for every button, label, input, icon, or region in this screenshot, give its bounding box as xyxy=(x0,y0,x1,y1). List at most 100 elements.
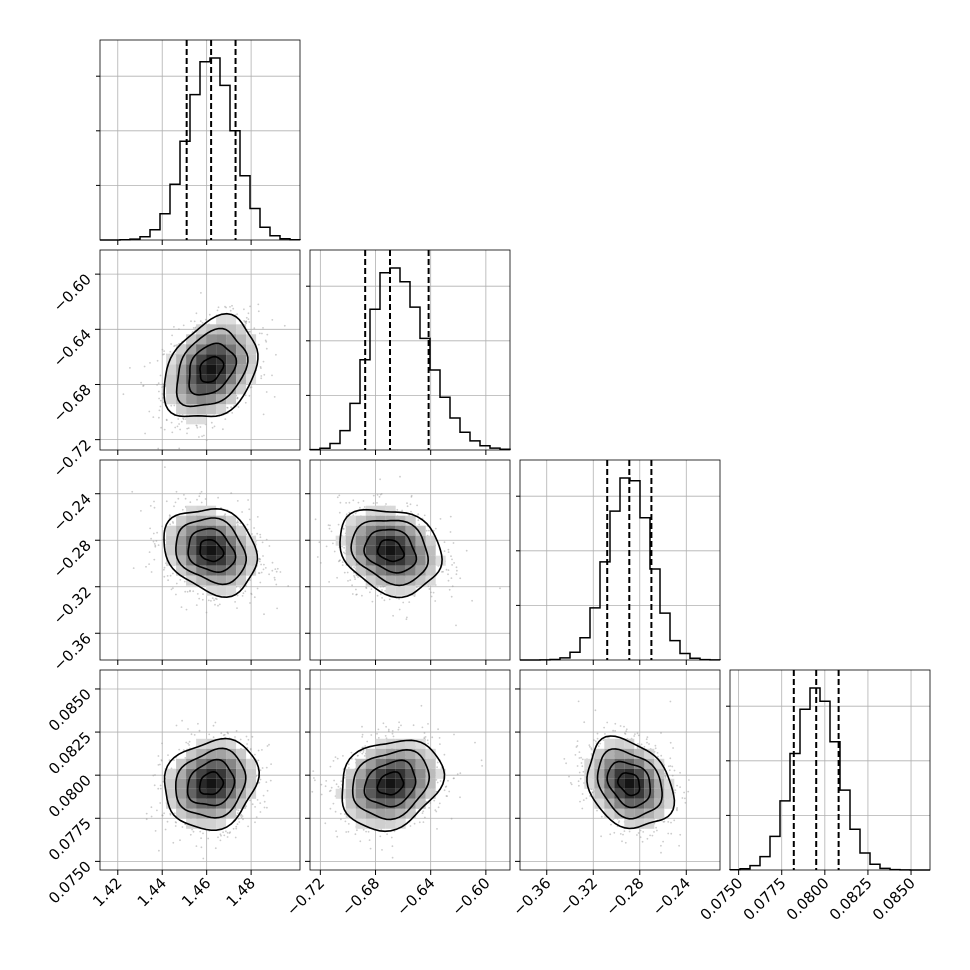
scatter-point xyxy=(223,834,226,837)
scatter-point xyxy=(265,538,268,541)
scatter-point xyxy=(207,599,210,602)
scatter-point xyxy=(196,593,199,595)
scatter-point xyxy=(592,791,594,794)
scatter-point xyxy=(224,418,227,420)
scatter-point xyxy=(178,328,180,330)
scatter-point xyxy=(236,521,238,524)
scatter-point xyxy=(416,504,418,507)
scatter-point xyxy=(336,757,339,760)
density-cell xyxy=(186,414,197,425)
density-cell xyxy=(206,525,217,536)
scatter-point xyxy=(427,742,429,745)
scatter-point xyxy=(158,397,161,400)
density-cell xyxy=(345,525,356,536)
scatter-point xyxy=(453,777,455,780)
y-tick-label-2-2: −0.28 xyxy=(50,536,95,581)
density-cell xyxy=(405,808,416,819)
x-tick-label-3-4: 0.0850 xyxy=(869,874,919,924)
scatter-point xyxy=(187,742,190,745)
scatter-point xyxy=(597,745,600,748)
scatter-point xyxy=(320,793,323,796)
scatter-point xyxy=(444,786,447,788)
scatter-point xyxy=(667,832,670,835)
scatter-point xyxy=(624,732,626,735)
contour-3 xyxy=(339,508,443,599)
scatter-point xyxy=(222,831,225,834)
density-cell xyxy=(365,545,376,556)
scatter-point xyxy=(159,784,162,787)
scatter-point xyxy=(379,585,382,588)
scatter-point xyxy=(372,494,375,497)
scatter-point xyxy=(244,590,247,593)
scatter-point xyxy=(258,572,261,575)
scatter-point xyxy=(193,734,196,736)
scatter-point xyxy=(185,741,188,744)
density-cell xyxy=(196,404,207,415)
density-cell xyxy=(415,768,426,779)
density-cell xyxy=(634,808,645,819)
scatter-point xyxy=(266,806,268,809)
panel-frame xyxy=(519,669,721,871)
scatter-point xyxy=(581,807,584,810)
density-cell xyxy=(196,748,207,759)
scatter-point xyxy=(445,568,448,571)
density-cell xyxy=(604,808,615,819)
density-cell xyxy=(365,818,376,829)
scatter-point xyxy=(639,829,642,832)
density-cell xyxy=(345,535,356,546)
density-cell xyxy=(226,535,237,546)
density-cell xyxy=(345,768,356,779)
density-cell xyxy=(405,778,416,789)
scatter-point xyxy=(574,754,577,756)
scatter-point xyxy=(214,721,217,724)
scatter-point xyxy=(645,738,648,741)
density-cell xyxy=(216,314,227,325)
scatter-point xyxy=(257,759,260,762)
y-tick-label-1-0: −0.72 xyxy=(50,436,95,481)
scatter-point xyxy=(443,541,446,543)
hist-step-0 xyxy=(100,57,301,241)
scatter-point xyxy=(681,797,684,799)
density-cell xyxy=(614,798,625,809)
scatter-point xyxy=(668,769,671,772)
scatter-point xyxy=(347,763,350,766)
density-cell xyxy=(216,788,227,799)
density-cell xyxy=(395,748,406,759)
density-cell xyxy=(355,555,366,566)
scatter-point xyxy=(271,561,274,564)
scatter-point xyxy=(578,784,580,787)
density-cell xyxy=(206,768,217,779)
scatter-point xyxy=(333,779,335,782)
scatter-point xyxy=(670,832,673,835)
scatter-point xyxy=(664,772,666,775)
density-cell xyxy=(226,738,237,749)
scatter-point xyxy=(254,753,256,756)
scatter-point xyxy=(434,527,437,530)
scatter-point xyxy=(149,362,151,364)
density-cell xyxy=(654,768,665,779)
density-cell xyxy=(236,555,247,566)
scatter-point xyxy=(361,725,363,728)
scatter-point xyxy=(452,542,455,544)
density-cell xyxy=(415,545,426,556)
scatter-point xyxy=(263,563,265,566)
panel-frame xyxy=(99,249,301,451)
density-cell xyxy=(435,768,446,779)
scatter-point xyxy=(448,790,451,793)
scatter-point xyxy=(249,602,251,604)
density-cell xyxy=(405,738,416,749)
scatter-point xyxy=(259,811,262,813)
scatter-point xyxy=(405,618,408,621)
scatter-point xyxy=(448,588,451,591)
density-cell xyxy=(375,808,386,819)
scatter-point xyxy=(388,598,391,601)
scatter-point xyxy=(161,386,164,389)
scatter-point xyxy=(178,748,181,751)
density-cell xyxy=(365,748,376,759)
density-cell xyxy=(226,585,237,596)
scatter-point xyxy=(250,747,252,750)
scatter-point xyxy=(265,391,268,393)
scatter-point xyxy=(219,833,222,836)
scatter-point xyxy=(260,375,263,377)
density-cell xyxy=(186,404,197,415)
